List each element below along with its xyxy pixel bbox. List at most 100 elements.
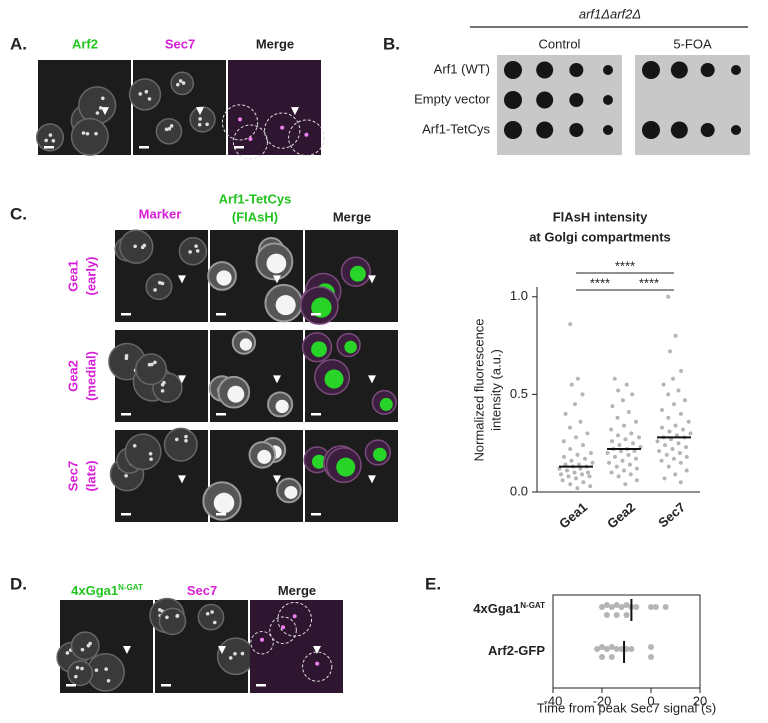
data-point	[590, 460, 595, 465]
puncta	[153, 360, 157, 365]
puncta	[260, 637, 265, 642]
cell-outline	[269, 616, 297, 645]
data-point	[677, 450, 682, 455]
data-point	[622, 468, 626, 473]
data-point	[568, 447, 573, 452]
scale-bar	[139, 146, 149, 149]
x-tick-label: 20	[693, 693, 707, 708]
puncta	[149, 457, 153, 461]
x-tick-label: -20	[593, 693, 612, 708]
data-point	[634, 478, 639, 483]
data-point	[603, 612, 610, 618]
data-point	[616, 388, 621, 393]
data-point	[648, 644, 654, 650]
puncta	[80, 666, 84, 671]
data-point	[613, 602, 620, 608]
data-point	[655, 439, 660, 444]
data-point	[667, 429, 672, 434]
chart-title: at Golgi compartments	[529, 229, 671, 244]
puncta	[160, 389, 165, 393]
data-point	[574, 476, 578, 481]
arrowhead	[367, 475, 376, 484]
column-label: Marker	[139, 206, 182, 221]
puncta	[210, 610, 214, 614]
data-point	[659, 458, 664, 463]
data-point	[648, 654, 654, 660]
puncta	[175, 614, 180, 618]
data-point	[666, 464, 671, 469]
data-point	[578, 419, 583, 424]
cell	[163, 427, 198, 462]
data-point	[672, 456, 676, 461]
data-point	[676, 441, 681, 446]
scale-bar	[44, 146, 54, 149]
cell-outline	[232, 124, 268, 160]
data-point	[616, 433, 621, 438]
data-point	[615, 415, 620, 420]
cell-outline	[288, 119, 325, 157]
x-tick-label: Gea1	[556, 499, 590, 531]
cell	[124, 433, 162, 471]
column-label: 4xGga1N-GAT	[71, 583, 143, 599]
panel-label: C.	[10, 204, 27, 223]
data-point	[683, 398, 688, 403]
puncta	[212, 620, 217, 625]
puncta	[94, 668, 99, 672]
category-label: Arf2-GFP	[488, 643, 545, 658]
data-point	[610, 404, 615, 409]
puncta	[132, 443, 137, 448]
data-point	[678, 411, 683, 416]
puncta	[178, 79, 183, 83]
scale-bar	[121, 413, 131, 416]
puncta	[98, 106, 103, 110]
column-label: (FlAsH)	[232, 209, 278, 224]
row-label: (late)	[83, 460, 98, 491]
arrowhead	[177, 475, 186, 484]
data-point	[594, 646, 601, 652]
data-point	[623, 437, 628, 442]
row-label: Sec7	[65, 461, 80, 491]
data-point	[637, 435, 641, 440]
arrowhead	[367, 375, 376, 384]
data-point	[613, 454, 617, 459]
data-point	[673, 333, 678, 338]
data-point	[623, 612, 630, 618]
puncta	[160, 382, 165, 387]
category-label: 4xGga1N-GAT	[473, 601, 545, 617]
data-point	[686, 419, 691, 424]
data-point	[613, 612, 620, 618]
y-tick-label: 1.0	[510, 288, 528, 303]
puncta	[148, 452, 153, 456]
data-point	[612, 376, 617, 381]
data-point	[583, 456, 587, 461]
data-point	[585, 431, 590, 436]
arrowhead	[195, 107, 204, 116]
data-point	[608, 654, 615, 660]
puncta	[205, 611, 210, 616]
yeast-spot	[670, 61, 688, 79]
data-point	[666, 294, 671, 299]
cell	[145, 273, 173, 301]
data-point	[648, 604, 654, 610]
puncta	[157, 280, 162, 285]
x-tick-label: -40	[544, 693, 563, 708]
arrowhead	[312, 645, 321, 654]
data-point	[580, 392, 585, 397]
vacuole	[379, 397, 393, 411]
data-point	[599, 654, 605, 660]
cell	[128, 78, 162, 111]
data-point	[603, 646, 610, 652]
puncta	[144, 89, 149, 94]
puncta	[169, 124, 174, 128]
cell	[197, 603, 225, 631]
data-point	[670, 447, 675, 452]
scale-bar	[234, 146, 244, 149]
x-tick-label: Gea2	[604, 499, 638, 531]
data-point	[663, 443, 667, 448]
data-point	[568, 482, 573, 487]
data-point	[607, 460, 612, 465]
data-point	[657, 449, 662, 453]
cell	[158, 607, 187, 636]
panel-label: A.	[10, 34, 27, 53]
column-label: Sec7	[187, 583, 217, 598]
